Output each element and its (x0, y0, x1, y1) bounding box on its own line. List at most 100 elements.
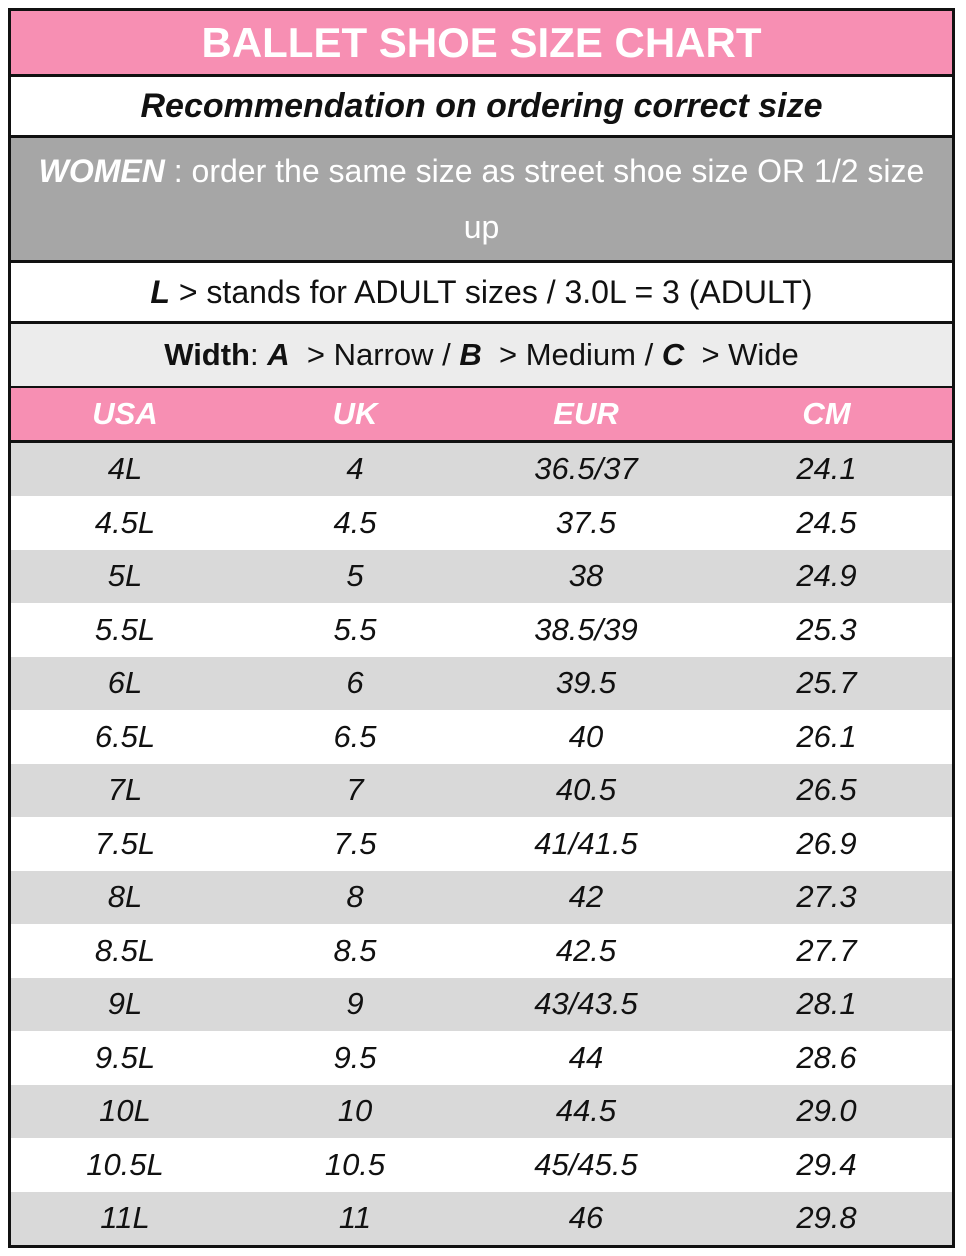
table-cell: 25.3 (796, 611, 857, 647)
table-cell: 7.5 (333, 825, 377, 861)
table-cell: 38.5/39 (534, 611, 638, 647)
women-label: WOMEN (38, 152, 165, 189)
table-cell: 10.5L (86, 1146, 164, 1182)
table-cell: 28.6 (796, 1039, 857, 1075)
table-cell: 7.5L (94, 825, 156, 861)
table-row: 10.5L 10.5 45/45.5 29.4 (11, 1138, 952, 1192)
table-cell: 4.5L (94, 504, 156, 540)
table-row: 11L 11 46 29.8 (11, 1191, 952, 1245)
table-cell: 9.5L (94, 1039, 156, 1075)
table-cell: 41/41.5 (534, 825, 638, 861)
table-cell: 11L (100, 1200, 150, 1236)
table-row: 8L 8 42 27.3 (11, 870, 952, 924)
title: BALLET SHOE SIZE CHART (11, 11, 952, 78)
table-cell: 6L (107, 665, 143, 701)
table-cell: 26.9 (796, 825, 857, 861)
table-cell: 8L (107, 879, 143, 915)
table-cell: 26.1 (796, 718, 857, 754)
table-cell: 37.5 (555, 504, 617, 540)
table-cell: 4 (346, 451, 364, 487)
table-cell: 24.9 (796, 558, 857, 594)
adult-text: > stands for ADULT sizes / 3.0L = 3 (ADU… (178, 273, 813, 310)
table-row: 4L 4 36.5/37 24.1 (11, 442, 952, 496)
women-text: : order the same size as street shoe siz… (173, 152, 925, 245)
table-cell: 28.1 (796, 986, 857, 1022)
table-cell: 5L (107, 558, 143, 594)
women-note: WOMEN : order the same size as street sh… (11, 137, 952, 263)
table-cell: 8 (346, 879, 364, 915)
table-cell: 9L (107, 986, 143, 1022)
table-cell: 7L (107, 772, 143, 808)
table-cell: 6 (346, 665, 364, 701)
adult-label: L (150, 273, 170, 310)
table-header: USA UK EUR CM (11, 387, 952, 443)
width-c-text: > Wide (701, 337, 799, 373)
recommendation: Recommendation on ordering correct size (11, 77, 952, 138)
table-cell: 9 (346, 986, 364, 1022)
width-b: B (459, 337, 482, 373)
table-cell: 5.5 (333, 611, 377, 647)
table-cell: 4L (107, 451, 143, 487)
table-row: 7.5L 7.5 41/41.5 26.9 (11, 817, 952, 871)
table-cell: 7 (346, 772, 364, 808)
table-cell: 40.5 (555, 772, 617, 808)
width-a: A (267, 337, 290, 373)
table-cell: 42 (568, 879, 604, 915)
table-row: 9L 9 43/43.5 28.1 (11, 977, 952, 1031)
table-row: 6L 6 39.5 25.7 (11, 656, 952, 710)
width-c: C (661, 337, 685, 373)
table-cell: 40 (568, 718, 604, 754)
table-cell: 8.5L (94, 932, 156, 968)
table-cell: 29.8 (796, 1200, 857, 1236)
table-cell: 11 (338, 1200, 372, 1236)
column-header: USA (92, 395, 158, 431)
table-cell: 27.7 (796, 932, 857, 968)
table-body: 4L 4 36.5/37 24.1 4.5L 4.5 37.5 24.5 5L 5 38 24.9 5.… (11, 442, 952, 1245)
table-cell: 27.3 (796, 879, 857, 915)
table-row: 5L 5 38 24.9 (11, 549, 952, 603)
table-cell: 5.5L (94, 611, 156, 647)
table-cell: 4.5 (333, 504, 377, 540)
table-cell: 9.5 (333, 1039, 377, 1075)
table-cell: 5 (346, 558, 364, 594)
table-row: 8.5L 8.5 42.5 27.7 (11, 924, 952, 978)
column-header: EUR (553, 395, 619, 431)
women-note-text: WOMEN : order the same size as street sh… (29, 143, 934, 255)
table-cell: 24.1 (796, 451, 857, 487)
width-colon: : (250, 337, 259, 373)
table-cell: 10 (337, 1093, 373, 1129)
table-cell: 43/43.5 (534, 986, 638, 1022)
adult-note: L > stands for ADULT sizes / 3.0L = 3 (A… (11, 263, 952, 325)
table-cell: 25.7 (796, 665, 857, 701)
table-cell: 46 (568, 1200, 604, 1236)
table-cell: 39.5 (555, 665, 617, 701)
table-cell: 29.4 (796, 1146, 857, 1182)
width-label: Width (164, 337, 250, 373)
table-cell: 6.5L (94, 718, 156, 754)
table-cell: 44.5 (555, 1093, 617, 1129)
table-cell: 38 (568, 558, 604, 594)
table-cell: 45/45.5 (534, 1146, 638, 1182)
table-cell: 29.0 (796, 1093, 857, 1129)
table-cell: 24.5 (796, 504, 857, 540)
table-row: 4.5L 4.5 37.5 24.5 (11, 496, 952, 550)
table-row: 9.5L 9.5 44 28.6 (11, 1031, 952, 1085)
column-header: CM (802, 395, 851, 431)
table-cell: 10L (99, 1093, 151, 1129)
table-cell: 42.5 (555, 932, 617, 968)
table-cell: 36.5/37 (534, 451, 638, 487)
table-row: 7L 7 40.5 26.5 (11, 763, 952, 817)
table-cell: 6.5 (333, 718, 377, 754)
width-b-text: > Medium / (498, 337, 654, 373)
table-row: 5.5L 5.5 38.5/39 25.3 (11, 603, 952, 657)
width-note: Width: A > Narrow / B > Medium / C > Wid… (11, 324, 952, 388)
table-cell: 44 (568, 1039, 604, 1075)
column-header: UK (332, 395, 378, 431)
table-row: 10L 10 44.5 29.0 (11, 1084, 952, 1138)
size-chart: BALLET SHOE SIZE CHART Recommendation on… (8, 8, 955, 1248)
table-cell: 26.5 (796, 772, 857, 808)
table-cell: 8.5 (333, 932, 377, 968)
table-row: 6.5L 6.5 40 26.1 (11, 710, 952, 764)
width-a-text: > Narrow / (306, 337, 451, 373)
